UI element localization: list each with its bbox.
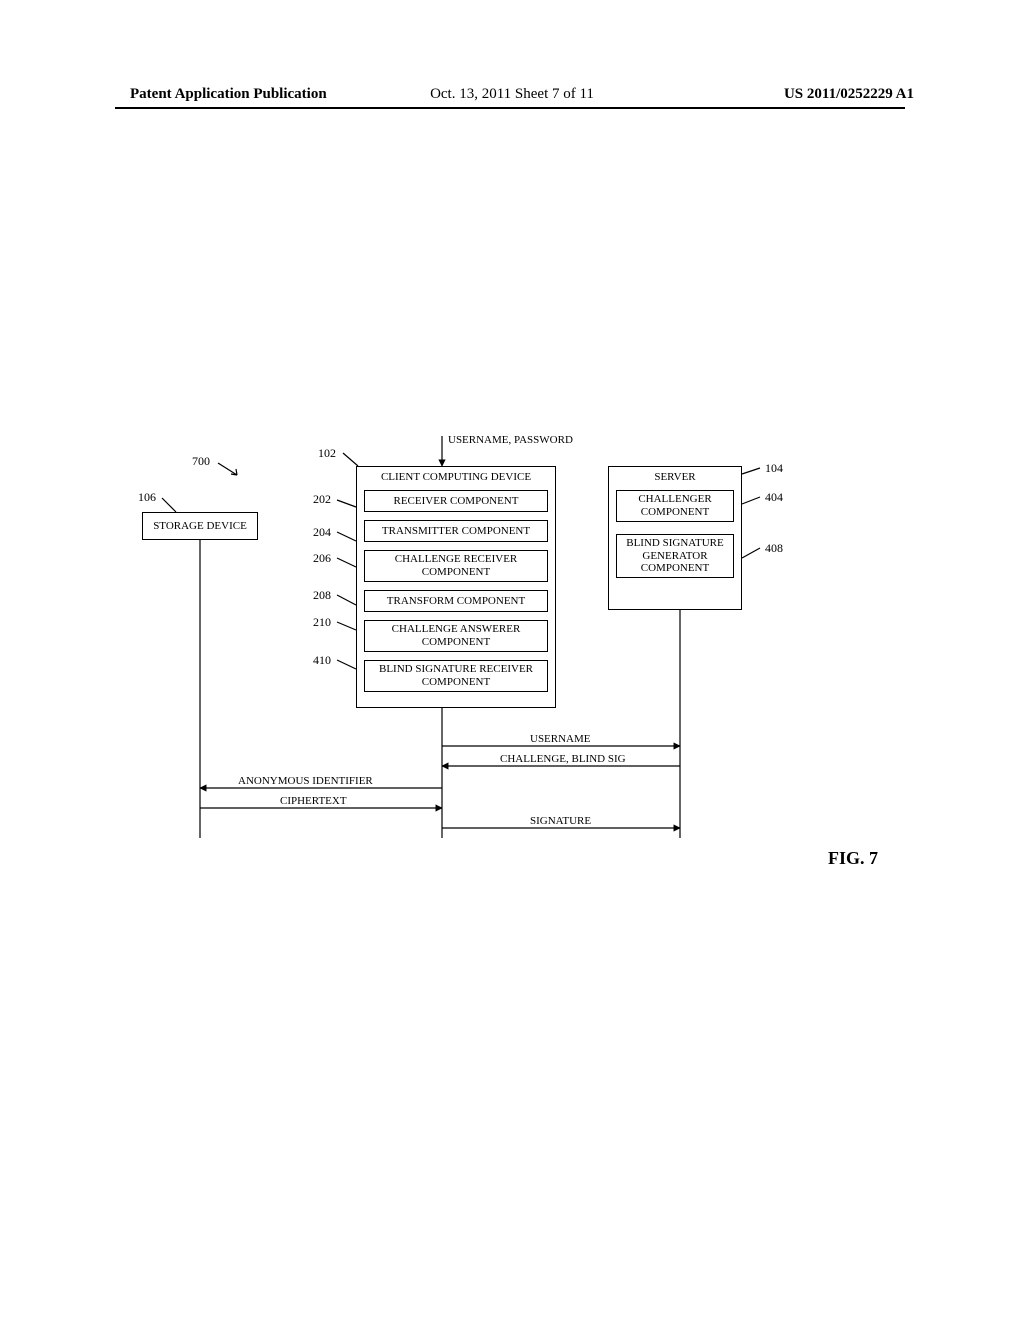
ref-106: 106 [138, 490, 156, 505]
ref-700: 700 [192, 454, 210, 469]
client-title: CLIENT COMPUTING DEVICE [361, 471, 551, 484]
server-title: SERVER [613, 471, 737, 484]
page-header: Patent Application Publication Oct. 13, … [0, 86, 1024, 109]
storage-device-box: STORAGE DEVICE [142, 512, 258, 540]
ref-410: 410 [313, 653, 331, 668]
ref-208: 208 [313, 588, 331, 603]
header-left: Patent Application Publication [130, 86, 327, 103]
blind-signature-receiver-component-box: BLIND SIGNATURE RECEIVER COMPONENT [364, 660, 548, 692]
label-username-password: USERNAME, PASSWORD [448, 434, 573, 446]
transform-component-box: TRANSFORM COMPONENT [364, 590, 548, 612]
system-diagram: 700 102 106 202 204 206 208 210 410 104 … [120, 430, 910, 910]
challenge-answerer-component-box: CHALLENGE ANSWERER COMPONENT [364, 620, 548, 652]
label-ciphertext: CIPHERTEXT [280, 795, 347, 807]
blind-signature-generator-component-box: BLIND SIGNATURE GENERATOR COMPONENT [616, 534, 734, 578]
receiver-component-box: RECEIVER COMPONENT [364, 490, 548, 512]
ref-404: 404 [765, 490, 783, 505]
transmitter-component-box: TRANSMITTER COMPONENT [364, 520, 548, 542]
ref-104: 104 [765, 461, 783, 476]
ref-204: 204 [313, 525, 331, 540]
ref-102: 102 [318, 446, 336, 461]
label-signature: SIGNATURE [530, 815, 591, 827]
challenge-receiver-component-box: CHALLENGE RECEIVER COMPONENT [364, 550, 548, 582]
header-right: US 2011/0252229 A1 [784, 86, 914, 103]
ref-206: 206 [313, 551, 331, 566]
ref-408: 408 [765, 541, 783, 556]
label-username: USERNAME [530, 733, 591, 745]
label-anonymous-identifier: ANONYMOUS IDENTIFIER [238, 775, 373, 787]
header-rule [115, 107, 905, 109]
label-challenge-blind-sig: CHALLENGE, BLIND SIG [500, 753, 626, 765]
figure-label: FIG. 7 [828, 848, 878, 869]
ref-210: 210 [313, 615, 331, 630]
ref-202: 202 [313, 492, 331, 507]
challenger-component-box: CHALLENGER COMPONENT [616, 490, 734, 522]
header-center: Oct. 13, 2011 Sheet 7 of 11 [430, 86, 594, 103]
